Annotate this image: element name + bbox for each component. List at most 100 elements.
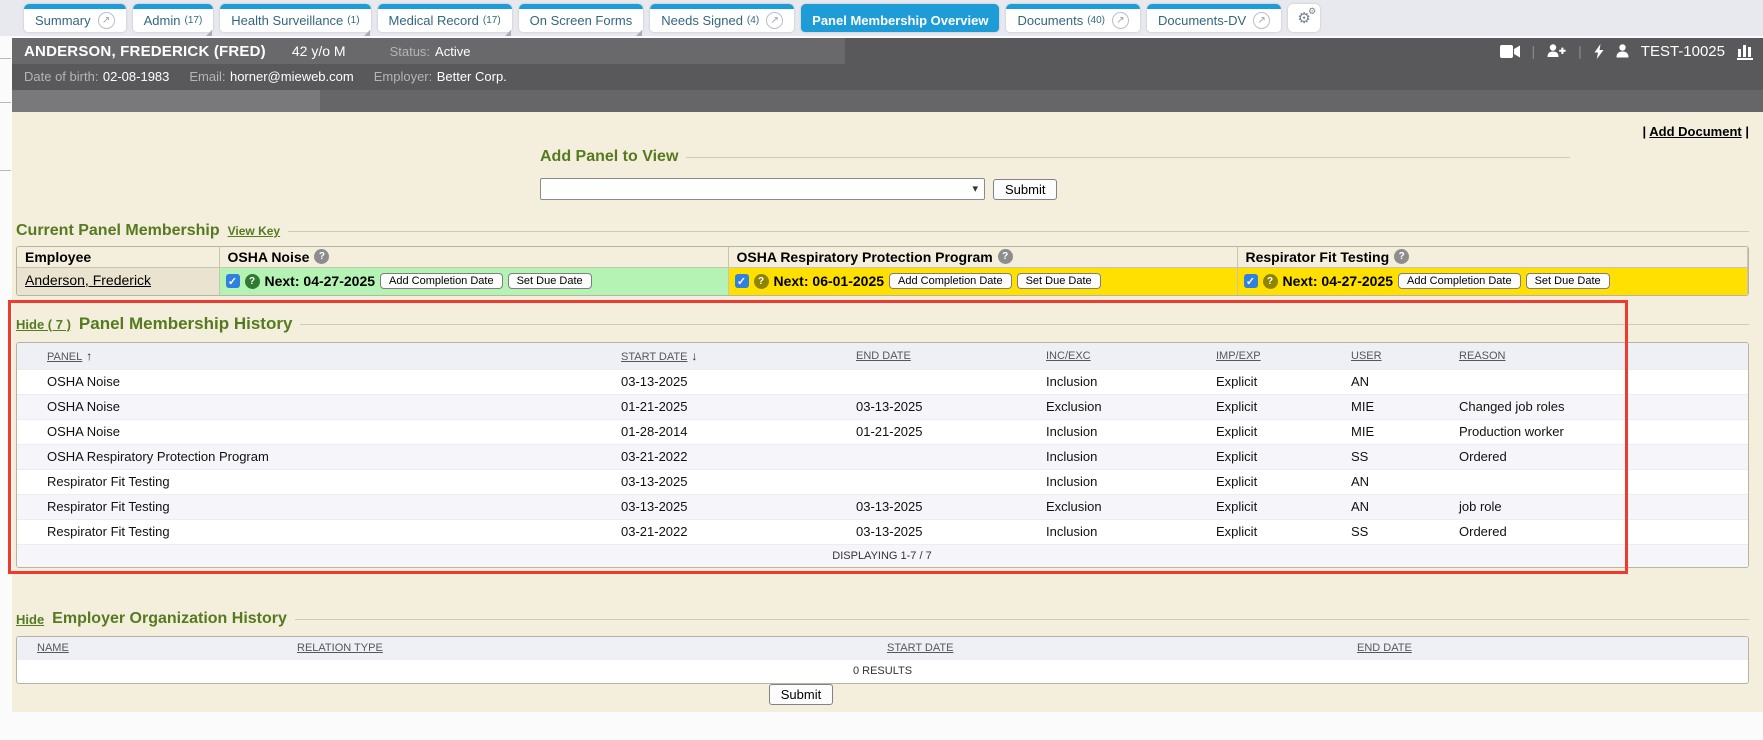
submit-button[interactable]: Submit	[768, 684, 834, 705]
collapsed-panel-block	[12, 90, 320, 112]
cell-inc-exc: Inclusion	[1031, 368, 1201, 394]
column-header-relation-type[interactable]: RELATION TYPE	[277, 637, 867, 659]
cell-reason: Ordered	[1444, 518, 1748, 544]
flash-icon[interactable]	[1594, 43, 1604, 59]
help-icon[interactable]: ?	[997, 249, 1013, 265]
divider: |	[1578, 43, 1582, 59]
cell-end: 03-13-2025	[841, 518, 1031, 544]
dob-label: Date of birth:	[24, 69, 99, 84]
tab-label: Documents	[1017, 13, 1084, 28]
tab-on-screen-forms[interactable]: On Screen Forms	[518, 4, 644, 36]
column-header-user[interactable]: USER	[1336, 343, 1444, 369]
settings-gear-button[interactable]: ⚙ ⚙	[1288, 4, 1321, 32]
cell-start: 01-28-2014	[606, 418, 841, 444]
set-due-date-button[interactable]: Set Due Date	[1016, 273, 1101, 290]
cell-end	[841, 368, 1031, 394]
cell-inc-exc: Inclusion	[1031, 443, 1201, 469]
column-header-start-date[interactable]: START DATE ↓	[606, 343, 841, 369]
divider-line	[288, 230, 1749, 232]
add-panel-submit-button[interactable]: Submit	[993, 178, 1058, 200]
tab-needs-signed[interactable]: Needs Signed (4) ↗	[650, 4, 795, 32]
popout-icon[interactable]: ↗	[97, 12, 115, 29]
cell-user: AN	[1336, 368, 1444, 394]
employer-header-row: NAME RELATION TYPE START DATE END DATE	[17, 637, 1748, 659]
rail-tick	[0, 58, 11, 59]
view-key-link[interactable]: View Key	[227, 224, 281, 238]
osha-respiratory-header: OSHA Respiratory Protection Program ?	[728, 247, 1238, 268]
cell-inc-exc: Exclusion	[1031, 493, 1201, 519]
add-panel-title: Add Panel to View	[540, 148, 679, 165]
divider-line	[686, 156, 1570, 158]
gear-icon: ⚙	[1297, 10, 1311, 27]
history-row: OSHA Respiratory Protection Program 03-2…	[17, 443, 1748, 469]
patient-demographics-bar: Date of birth: 02-08-1983 Email: horner@…	[12, 64, 1763, 90]
add-completion-date-button[interactable]: Add Completion Date	[380, 273, 503, 290]
tab-label: Medical Record	[388, 13, 479, 28]
add-document-link[interactable]: Add Document	[1649, 124, 1742, 139]
set-due-date-button[interactable]: Set Due Date	[1525, 273, 1610, 290]
patient-header-icons: | | TEST-10025	[1499, 38, 1753, 64]
history-footer-row: DISPLAYING 1-7 / 7	[17, 543, 1748, 567]
tab-documents-dv[interactable]: Documents-DV ↗	[1147, 4, 1282, 32]
flowsheet-chart-icon[interactable]	[1737, 43, 1753, 60]
checkbox-checked[interactable]: ✓	[734, 274, 749, 289]
cell-imp-exp: Explicit	[1201, 418, 1336, 444]
column-header-end-date[interactable]: END DATE	[1337, 637, 1748, 659]
column-header-inc-exc[interactable]: INC/EXC	[1031, 343, 1201, 369]
cell-end: 03-13-2025	[841, 393, 1031, 419]
osha-noise-cell: ✓ ? Next: 04-27-2025 Add Completion Date…	[219, 267, 729, 295]
menu-corner-icon	[636, 30, 643, 36]
email-value: horner@mieweb.com	[229, 69, 354, 84]
column-header-imp-exp[interactable]: IMP/EXP	[1201, 343, 1336, 369]
employer-history-section: Hide Employer Organization History NAME …	[16, 610, 1749, 684]
checkbox-checked[interactable]: ✓	[225, 274, 240, 289]
cell-reason: Production worker	[1444, 418, 1748, 444]
add-user-icon[interactable]	[1547, 44, 1566, 58]
cell-panel: OSHA Noise	[17, 418, 606, 444]
menu-corner-icon	[504, 30, 511, 36]
osha-noise-header: OSHA Noise ?	[219, 247, 729, 268]
checkbox-checked[interactable]: ✓	[1243, 274, 1258, 289]
tab-panel-membership-overview[interactable]: Panel Membership Overview	[801, 4, 1000, 32]
cell-reason: job role	[1444, 493, 1748, 519]
dob-value: 02-08-1983	[102, 69, 170, 84]
add-completion-date-button[interactable]: Add Completion Date	[1398, 273, 1521, 290]
displaying-count: DISPLAYING 1-7 / 7	[17, 543, 1748, 567]
add-completion-date-button[interactable]: Add Completion Date	[889, 273, 1012, 290]
column-header-name[interactable]: NAME	[17, 637, 277, 659]
cell-panel: OSHA Respiratory Protection Program	[17, 443, 606, 469]
popout-icon[interactable]: ↗	[1253, 12, 1271, 29]
help-icon[interactable]: ?	[1394, 249, 1410, 265]
cell-start: 03-13-2025	[606, 468, 841, 494]
tab-medical-record[interactable]: Medical Record (17)	[377, 4, 512, 36]
panel-select[interactable]: ▾	[540, 178, 985, 200]
help-icon[interactable]: ?	[314, 249, 330, 265]
history-row: OSHA Noise 01-28-2014 01-21-2025 Inclusi…	[17, 418, 1748, 444]
help-icon[interactable]: ?	[1262, 273, 1278, 289]
popout-icon[interactable]: ↗	[766, 12, 784, 29]
current-panel-section: Current Panel Membership View Key Employ…	[16, 222, 1749, 296]
tab-summary[interactable]: Summary ↗	[24, 4, 126, 32]
column-header-panel[interactable]: PANEL ↑	[17, 343, 606, 369]
column-header-reason[interactable]: REASON	[1444, 343, 1748, 369]
popout-icon[interactable]: ↗	[1112, 12, 1129, 29]
tab-label: Admin	[143, 13, 181, 28]
form-submit-row: Submit	[16, 684, 1586, 705]
cell-panel: Respirator Fit Testing	[17, 493, 606, 519]
tab-health-surveillance[interactable]: Health Surveillance (1)	[220, 4, 371, 36]
column-header-start-date[interactable]: START DATE	[867, 637, 1337, 659]
history-hide-link[interactable]: Hide ( 7 )	[16, 316, 71, 332]
set-due-date-button[interactable]: Set Due Date	[507, 273, 592, 290]
employee-link[interactable]: Anderson, Frederick	[25, 272, 152, 289]
help-icon[interactable]: ?	[753, 273, 769, 289]
employee-cell: Anderson, Frederick	[17, 267, 220, 295]
video-call-icon[interactable]	[1499, 44, 1520, 58]
help-icon[interactable]: ?	[244, 273, 260, 289]
cell-inc-exc: Inclusion	[1031, 518, 1201, 544]
employer-hide-link[interactable]: Hide	[16, 611, 45, 627]
tab-admin[interactable]: Admin (17)	[132, 4, 214, 36]
column-header-end-date[interactable]: END DATE	[841, 343, 1031, 369]
history-title: Panel Membership History	[78, 314, 293, 333]
cell-imp-exp: Explicit	[1201, 393, 1336, 419]
tab-documents[interactable]: Documents (40) ↗	[1006, 4, 1140, 32]
